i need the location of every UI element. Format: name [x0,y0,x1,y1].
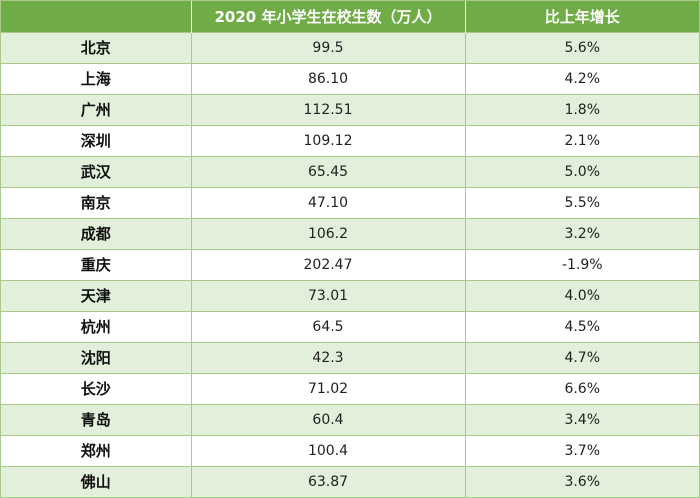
students-cell: 60.4 [191,403,466,435]
table-body: 北京 99.5 5.6% 上海 86.10 4.2% 广州 112.51 1.8% 深圳 109.1… [1,31,699,497]
students-cell: 42.3 [191,341,466,373]
city-cell: 上海 [1,62,192,94]
table-header-row: 2020 年小学生在校生数（万人） 比上年增长 [1,1,699,32]
table-row: 青岛 60.4 3.4% [1,403,699,435]
growth-cell: 4.2% [465,62,699,94]
table-row: 北京 99.5 5.6% [1,31,699,63]
city-cell: 郑州 [1,434,192,466]
table-row: 深圳 109.12 2.1% [1,124,699,156]
students-cell: 109.12 [191,124,466,156]
growth-cell: 6.6% [465,372,699,404]
table-row: 南京 47.10 5.5% [1,186,699,218]
table-row: 佛山 63.87 3.6% [1,465,699,497]
table-row: 重庆 202.47 -1.9% [1,248,699,280]
city-cell: 青岛 [1,403,192,435]
growth-cell: 4.5% [465,310,699,342]
table-row: 成都 106.2 3.2% [1,217,699,249]
growth-cell: -1.9% [465,248,699,280]
city-cell: 武汉 [1,155,192,187]
growth-cell: 5.0% [465,155,699,187]
growth-cell: 3.6% [465,465,699,497]
table-row: 长沙 71.02 6.6% [1,372,699,404]
growth-cell: 4.0% [465,279,699,311]
students-cell: 47.10 [191,186,466,218]
city-cell: 南京 [1,186,192,218]
growth-cell: 1.8% [465,93,699,125]
students-cell: 73.01 [191,279,466,311]
growth-cell: 5.5% [465,186,699,218]
city-cell: 天津 [1,279,192,311]
students-cell: 86.10 [191,62,466,94]
table-row: 广州 112.51 1.8% [1,93,699,125]
city-cell: 广州 [1,93,192,125]
city-cell: 佛山 [1,465,192,497]
growth-cell: 3.4% [465,403,699,435]
students-cell: 64.5 [191,310,466,342]
students-cell: 65.45 [191,155,466,187]
city-cell: 深圳 [1,124,192,156]
growth-cell: 3.2% [465,217,699,249]
table-row: 上海 86.10 4.2% [1,62,699,94]
city-cell: 成都 [1,217,192,249]
header-growth: 比上年增长 [544,7,620,26]
students-cell: 100.4 [191,434,466,466]
students-cell: 71.02 [191,372,466,404]
city-cell: 北京 [1,31,192,63]
students-cell: 106.2 [191,217,466,249]
header-city [1,1,192,32]
header-students: 2020 年小学生在校生数（万人） [191,1,466,32]
table-row: 武汉 65.45 5.0% [1,155,699,187]
students-cell: 63.87 [191,465,466,497]
growth-cell: 4.7% [465,341,699,373]
students-cell: 202.47 [191,248,466,280]
students-cell: 99.5 [191,31,466,63]
table-row: 天津 73.01 4.0% [1,279,699,311]
table-row: 沈阳 42.3 4.7% [1,341,699,373]
table-row: 杭州 64.5 4.5% [1,310,699,342]
growth-cell: 5.6% [465,31,699,63]
city-cell: 重庆 [1,248,192,280]
students-cell: 112.51 [191,93,466,125]
city-cell: 杭州 [1,310,192,342]
city-cell: 沈阳 [1,341,192,373]
table-row: 郑州 100.4 3.7% [1,434,699,466]
growth-cell: 2.1% [465,124,699,156]
city-cell: 长沙 [1,372,192,404]
growth-cell: 3.7% [465,434,699,466]
